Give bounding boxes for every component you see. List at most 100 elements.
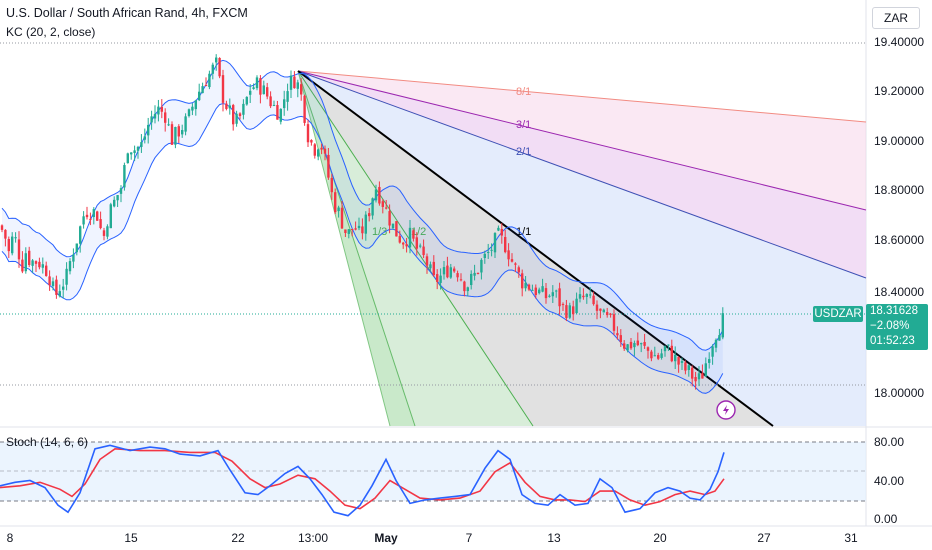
candle-body — [201, 86, 204, 94]
candle-body — [578, 294, 582, 299]
candle-body — [126, 153, 129, 164]
candle-body — [150, 116, 153, 123]
fan-line-2-1 — [297, 70, 867, 279]
fan-line-1-1 — [297, 70, 774, 427]
price-change: −2.08% — [870, 320, 910, 332]
time-axis[interactable]: 8 15 22 13:00 May 7 13 20 27 31 — [7, 531, 858, 545]
candle-body — [232, 105, 235, 125]
candle-body — [463, 281, 466, 292]
candle-body — [289, 75, 293, 90]
event-lightning-icon[interactable] — [716, 400, 736, 420]
candle-body — [708, 359, 711, 363]
candle-body — [385, 207, 388, 209]
candle-body — [544, 288, 548, 299]
candle-body — [650, 351, 653, 359]
candle-body — [174, 126, 177, 145]
price-tick: 18.80000 — [874, 183, 924, 197]
candle-body — [459, 279, 463, 281]
candle-body — [612, 314, 616, 331]
price-tag: 18.31628 −2.08% 01:52:23 — [866, 304, 928, 350]
candles[interactable] — [0, 54, 724, 390]
candle-body — [388, 211, 391, 226]
candle-body — [62, 286, 65, 290]
candle-body — [402, 242, 405, 245]
price-tick: 18.00000 — [874, 386, 924, 400]
candle-body — [640, 343, 643, 345]
candle-body — [449, 267, 452, 278]
candle-body — [113, 199, 116, 207]
candle-body — [568, 305, 571, 318]
candle-body — [425, 256, 429, 266]
candle-body — [208, 73, 211, 88]
candle-body — [721, 313, 724, 338]
candle-body — [381, 201, 384, 207]
candle-body — [92, 209, 95, 218]
fan-line-1-2 — [297, 70, 534, 427]
candle-body — [31, 260, 34, 266]
candle-body — [439, 275, 442, 283]
candle-body — [633, 343, 636, 348]
price-tick: 18.40000 — [874, 285, 924, 299]
stoch-tick: 40.00 — [874, 474, 904, 488]
price-tick: 19.00000 — [874, 134, 924, 148]
candle-body — [255, 77, 259, 89]
candle-body — [11, 236, 14, 254]
currency-button[interactable]: ZAR — [872, 7, 920, 29]
candle-body — [55, 279, 58, 295]
candle-body — [41, 264, 44, 268]
stoch-label[interactable]: Stoch (14, 6, 6) — [6, 435, 89, 449]
candle-body — [140, 142, 143, 147]
candle-body — [327, 154, 330, 178]
candle-body — [616, 333, 619, 336]
candle-body — [351, 228, 354, 230]
candle-body — [483, 253, 486, 259]
candle-body — [177, 126, 180, 137]
candle-body — [276, 105, 279, 120]
candle-body — [718, 335, 721, 341]
candle-body — [429, 264, 432, 269]
candle-body — [589, 294, 592, 296]
stoch-axis: 80.00 40.00 0.00 — [874, 435, 904, 526]
candle-body — [79, 226, 82, 244]
fan-line-1-3 — [297, 70, 416, 427]
fan-label-3-1: 3/1 — [516, 119, 531, 131]
candle-body — [133, 150, 136, 154]
candle-body — [228, 105, 231, 109]
candle-body — [24, 253, 27, 272]
candle-body — [466, 287, 469, 292]
price-axis[interactable]: 19.40000 19.20000 19.00000 18.80000 18.6… — [874, 35, 924, 400]
candle-body — [82, 216, 85, 225]
candle-body — [266, 87, 269, 97]
candle-body — [487, 251, 490, 253]
candle-body — [436, 274, 439, 282]
last-price: 18.31628 — [870, 305, 918, 317]
candle-body — [306, 124, 310, 143]
candle-body — [667, 344, 670, 346]
candle-body — [697, 373, 701, 380]
candle-body — [337, 207, 340, 212]
candle-body — [48, 276, 51, 286]
candle-body — [453, 268, 456, 272]
candle-body — [534, 287, 537, 296]
candle-body — [507, 250, 510, 260]
candle-body — [357, 225, 361, 229]
candle-body — [691, 367, 694, 379]
candle-body — [204, 84, 208, 86]
time-tick: 20 — [653, 531, 667, 545]
fan-label-1-3: 1/3 — [372, 226, 387, 238]
candle-body — [674, 354, 677, 362]
candle-body — [147, 124, 150, 136]
candle-body — [184, 116, 187, 132]
candle-body — [364, 214, 367, 234]
indicator-label[interactable]: KC (20, 2, close) — [6, 25, 96, 39]
gann-fan[interactable]: 8/1 3/1 2/1 1/1 1/2 1/3 — [297, 70, 867, 427]
candle-body — [470, 273, 473, 286]
time-tick: 22 — [231, 531, 245, 545]
candle-body — [694, 377, 697, 382]
candle-body — [657, 355, 660, 359]
candle-body — [296, 82, 299, 89]
candle-body — [582, 295, 585, 298]
stoch-tick: 0.00 — [874, 512, 898, 526]
keltner-lower — [1, 102, 724, 394]
